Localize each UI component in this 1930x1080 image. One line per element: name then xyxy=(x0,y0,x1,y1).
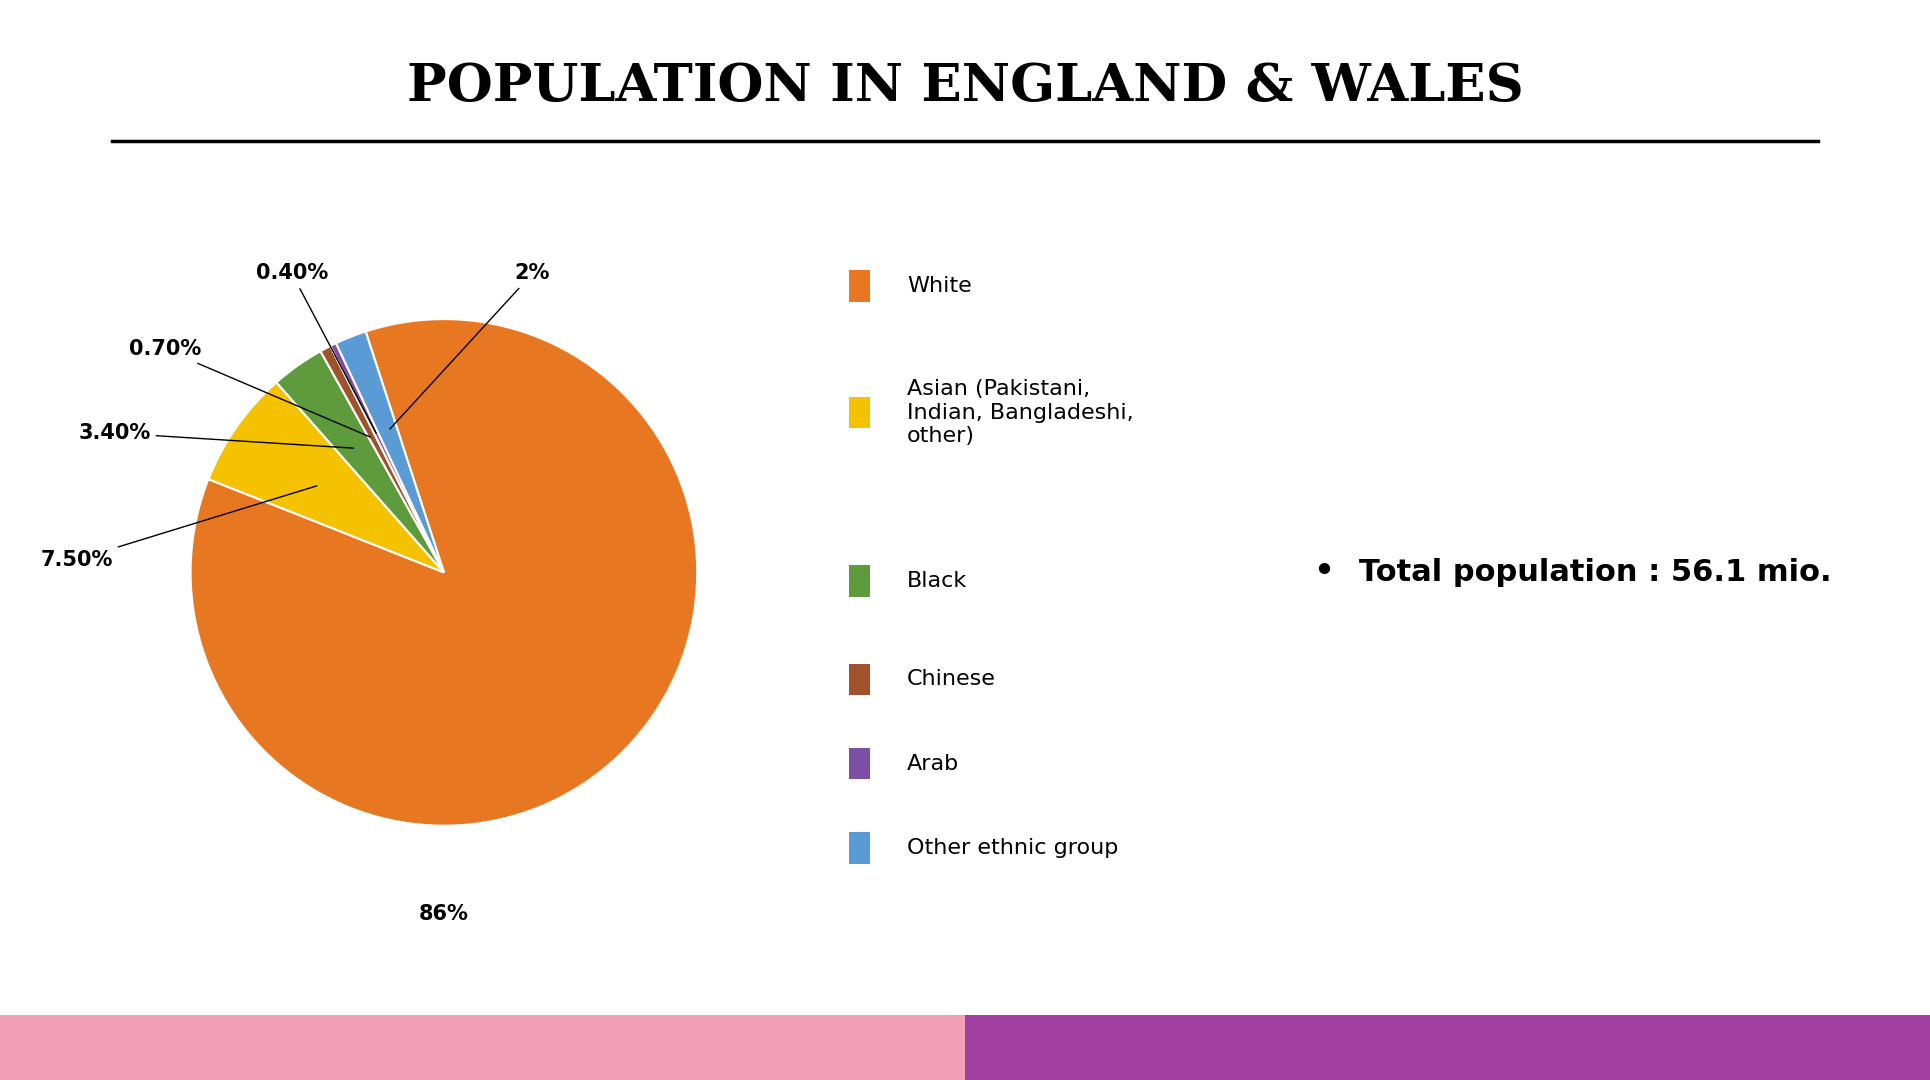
Wedge shape xyxy=(208,382,444,572)
Wedge shape xyxy=(320,346,444,572)
Text: •: • xyxy=(1312,553,1336,592)
Text: 7.50%: 7.50% xyxy=(41,486,317,570)
Wedge shape xyxy=(336,332,444,572)
Text: 0.40%: 0.40% xyxy=(257,264,376,433)
Text: 0.70%: 0.70% xyxy=(129,339,371,437)
FancyBboxPatch shape xyxy=(849,663,870,696)
Text: Black: Black xyxy=(907,571,967,591)
FancyBboxPatch shape xyxy=(849,565,870,597)
Bar xyxy=(0,1015,965,1080)
Wedge shape xyxy=(191,319,697,826)
Text: 2%: 2% xyxy=(390,264,550,429)
Wedge shape xyxy=(330,343,444,572)
Text: White: White xyxy=(907,276,973,296)
Text: 86%: 86% xyxy=(419,904,469,924)
Text: Other ethnic group: Other ethnic group xyxy=(907,838,1119,858)
FancyBboxPatch shape xyxy=(849,832,870,864)
Bar xyxy=(965,1015,1930,1080)
Text: Arab: Arab xyxy=(907,754,959,773)
FancyBboxPatch shape xyxy=(849,396,870,429)
Wedge shape xyxy=(276,351,444,572)
Text: Total population : 56.1 mio.: Total population : 56.1 mio. xyxy=(1359,558,1832,586)
Text: Chinese: Chinese xyxy=(907,670,996,689)
Text: Asian (Pakistani,
Indian, Bangladeshi,
other): Asian (Pakistani, Indian, Bangladeshi, o… xyxy=(907,379,1133,446)
FancyBboxPatch shape xyxy=(849,747,870,780)
FancyBboxPatch shape xyxy=(849,270,870,302)
Text: POPULATION IN ENGLAND & WALES: POPULATION IN ENGLAND & WALES xyxy=(407,60,1523,112)
Text: 3.40%: 3.40% xyxy=(79,423,353,448)
